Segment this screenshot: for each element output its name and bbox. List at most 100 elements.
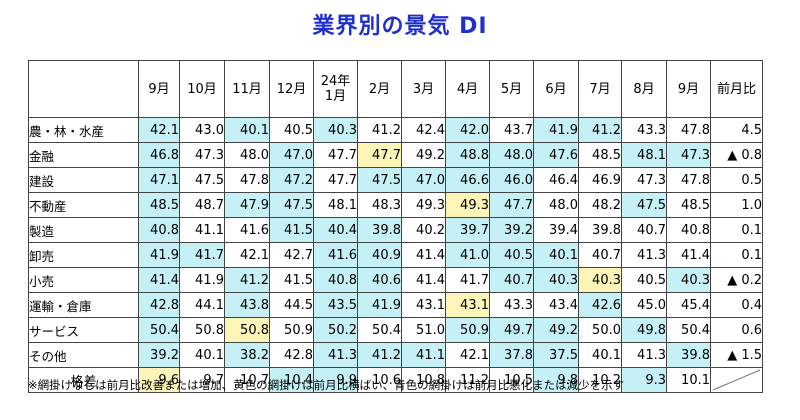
di-value-cell: 39.8 xyxy=(666,342,711,368)
month-header: 5月 xyxy=(489,60,534,118)
table-row: 不動産 48.5 48.7 47.9 47.5 48.1 48.3 49.3 49.3 47.7 4… xyxy=(28,192,763,218)
gap-value-cell: 9.6 xyxy=(138,367,180,393)
diff-cell: 0.5 xyxy=(710,167,763,193)
di-value-cell: 47.7 xyxy=(313,142,358,168)
di-value-cell: 40.1 xyxy=(578,342,622,368)
di-value-cell: 40.6 xyxy=(357,267,402,293)
gap-row: 格差 9.6 9.7 10.7 10.4 9.9 10.6 10.8 11.2 10.5 9.8 10… xyxy=(28,367,763,393)
diff-cell: 0.4 xyxy=(710,292,763,318)
di-value-cell: 40.8 xyxy=(313,267,358,293)
row-label: 運輸・倉庫 xyxy=(28,292,139,318)
table-row: その他 39.2 40.1 38.2 42.8 41.3 41.2 41.1 42.1 37.8 3… xyxy=(28,342,763,368)
di-value-cell: 48.7 xyxy=(179,192,225,218)
di-value-cell: 47.5 xyxy=(269,192,314,218)
gap-value-cell: 10.8 xyxy=(401,367,446,393)
di-value-cell: 41.9 xyxy=(357,292,402,318)
di-value-cell: 48.3 xyxy=(357,192,402,218)
table-row: 小売 41.4 41.9 41.2 41.5 40.8 40.6 41.4 41.7 40.7 40… xyxy=(28,267,763,293)
di-value-cell: 51.0 xyxy=(401,317,446,343)
di-value-cell: 43.0 xyxy=(179,117,225,143)
di-value-cell: 44.1 xyxy=(179,292,225,318)
month-header: 8月 xyxy=(621,60,667,118)
di-value-cell: 48.5 xyxy=(138,192,180,218)
diff-header: 前月比 xyxy=(710,60,763,118)
header-row: 9月 10月 11月 12月 24年 1月 2月 3月 4月 5月 6月 7月 8月 9月 前月比 xyxy=(28,60,763,118)
di-value-cell: 41.1 xyxy=(401,342,446,368)
di-value-cell: 40.8 xyxy=(138,217,180,243)
di-value-cell: 42.1 xyxy=(138,117,180,143)
diff-cell: 1.0 xyxy=(710,192,763,218)
di-value-cell: 47.6 xyxy=(533,142,579,168)
corner-cell xyxy=(28,60,139,118)
di-value-cell: 43.3 xyxy=(621,117,667,143)
di-value-cell: 40.1 xyxy=(224,117,270,143)
footnote: ※網掛けなしは前月比改善または増加、黄色の網掛けは前月比横ばい、青色の網掛けは前… xyxy=(28,378,625,392)
month-header: 12月 xyxy=(269,60,314,118)
di-value-cell: 41.6 xyxy=(224,217,270,243)
di-value-cell: 49.3 xyxy=(445,192,490,218)
di-value-cell: 47.2 xyxy=(269,167,314,193)
di-value-cell: 41.5 xyxy=(269,217,314,243)
di-value-cell: 41.3 xyxy=(621,242,667,268)
page-title: 業界別の景気 DI xyxy=(312,14,488,39)
di-value-cell: 40.9 xyxy=(357,242,402,268)
di-value-cell: 42.6 xyxy=(578,292,622,318)
gap-value-cell: 10.1 xyxy=(666,367,711,393)
table-row: 製造 40.8 41.1 41.6 41.5 40.4 39.8 40.2 39.7 39.2 39… xyxy=(28,217,763,243)
month-header: 7月 xyxy=(578,60,622,118)
di-value-cell: 41.2 xyxy=(357,117,402,143)
month-header-month: 12月 xyxy=(276,81,307,97)
diagonal-empty-cell xyxy=(710,367,763,393)
di-value-cell: 39.2 xyxy=(138,342,180,368)
di-value-cell: 45.0 xyxy=(621,292,667,318)
di-value-cell: 40.3 xyxy=(313,117,358,143)
month-header: 3月 xyxy=(401,60,446,118)
di-value-cell: 48.5 xyxy=(578,142,622,168)
month-header-month: 5月 xyxy=(500,81,523,97)
di-value-cell: 38.2 xyxy=(224,342,270,368)
di-value-cell: 43.8 xyxy=(224,292,270,318)
gap-value-cell: 9.3 xyxy=(621,367,667,393)
gap-value-cell: 10.2 xyxy=(578,367,622,393)
di-value-cell: 47.8 xyxy=(666,167,711,193)
di-value-cell: 40.7 xyxy=(621,217,667,243)
di-value-cell: 50.4 xyxy=(357,317,402,343)
di-value-cell: 41.2 xyxy=(224,267,270,293)
month-header: 4月 xyxy=(445,60,490,118)
table-body: 農・林・水産 42.1 43.0 40.1 40.5 40.3 41.2 42.4 42.0 43… xyxy=(28,117,763,393)
di-value-cell: 48.1 xyxy=(621,142,667,168)
di-value-cell: 39.2 xyxy=(489,217,534,243)
gap-value-cell: 10.5 xyxy=(489,367,534,393)
di-value-cell: 47.0 xyxy=(269,142,314,168)
month-header: 10月 xyxy=(179,60,225,118)
di-value-cell: 47.3 xyxy=(666,142,711,168)
di-value-cell: 40.5 xyxy=(489,242,534,268)
di-value-cell: 42.8 xyxy=(138,292,180,318)
di-value-cell: 47.5 xyxy=(179,167,225,193)
di-value-cell: 41.6 xyxy=(313,242,358,268)
di-value-cell: 41.7 xyxy=(445,267,490,293)
gap-value-cell: 9.9 xyxy=(313,367,358,393)
row-label: 小売 xyxy=(28,267,139,293)
month-header: 24年 1月 xyxy=(313,60,358,118)
di-value-cell: 49.8 xyxy=(621,317,667,343)
di-value-cell: 40.3 xyxy=(578,267,622,293)
di-value-cell: 48.1 xyxy=(313,192,358,218)
table-row: 卸売 41.9 41.7 42.1 42.7 41.6 40.9 41.4 41.0 40.5 40… xyxy=(28,242,763,268)
di-value-cell: 47.7 xyxy=(313,167,358,193)
di-value-cell: 48.0 xyxy=(533,192,579,218)
di-value-cell: 42.0 xyxy=(445,117,490,143)
di-value-cell: 50.4 xyxy=(666,317,711,343)
di-value-cell: 41.2 xyxy=(578,117,622,143)
month-header: 2月 xyxy=(357,60,402,118)
di-value-cell: 47.1 xyxy=(138,167,180,193)
row-label: 不動産 xyxy=(28,192,139,218)
di-value-cell: 43.1 xyxy=(401,292,446,318)
month-header-month: 11月 xyxy=(232,81,262,97)
di-value-cell: 48.0 xyxy=(224,142,270,168)
di-value-cell: 46.8 xyxy=(138,142,180,168)
di-value-cell: 49.7 xyxy=(489,317,534,343)
di-value-cell: 47.0 xyxy=(401,167,446,193)
gap-value-cell: 9.7 xyxy=(179,367,225,393)
di-value-cell: 37.5 xyxy=(533,342,579,368)
